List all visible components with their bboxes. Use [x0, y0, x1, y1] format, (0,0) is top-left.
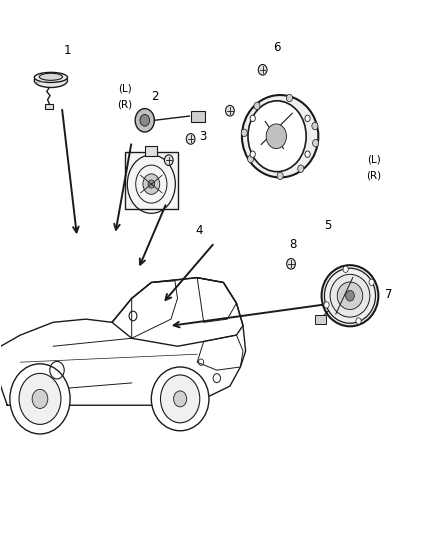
Circle shape — [241, 129, 247, 136]
Circle shape — [287, 259, 295, 269]
Circle shape — [173, 391, 187, 407]
Ellipse shape — [160, 375, 200, 423]
Text: 7: 7 — [385, 288, 392, 301]
Circle shape — [135, 109, 154, 132]
Text: (R): (R) — [117, 99, 133, 109]
Text: 6: 6 — [274, 41, 281, 54]
Circle shape — [248, 101, 306, 172]
Circle shape — [250, 151, 255, 157]
Ellipse shape — [330, 274, 370, 317]
Ellipse shape — [19, 373, 61, 424]
Text: 4: 4 — [195, 224, 202, 237]
Bar — [45, 104, 53, 109]
Ellipse shape — [10, 364, 70, 434]
Text: 2: 2 — [151, 90, 159, 103]
Circle shape — [305, 151, 310, 157]
Circle shape — [277, 172, 283, 180]
Ellipse shape — [34, 74, 67, 87]
Text: 8: 8 — [289, 238, 296, 251]
Circle shape — [140, 115, 150, 126]
Circle shape — [226, 106, 234, 116]
Circle shape — [343, 266, 348, 272]
Circle shape — [346, 290, 354, 301]
Circle shape — [250, 115, 255, 122]
Text: (L): (L) — [367, 155, 381, 165]
Circle shape — [143, 174, 160, 195]
Circle shape — [313, 140, 319, 147]
Bar — [191, 111, 205, 123]
Bar — [315, 315, 326, 324]
Ellipse shape — [151, 367, 209, 431]
Bar — [125, 152, 178, 209]
Ellipse shape — [39, 73, 63, 80]
Ellipse shape — [242, 95, 318, 177]
Circle shape — [148, 180, 155, 188]
Ellipse shape — [337, 282, 363, 310]
Text: (L): (L) — [118, 83, 132, 93]
Circle shape — [254, 102, 260, 110]
Circle shape — [369, 279, 374, 286]
Circle shape — [247, 155, 254, 163]
Circle shape — [305, 115, 310, 122]
Text: (R): (R) — [367, 171, 381, 181]
Circle shape — [286, 94, 293, 102]
Bar — [145, 146, 157, 156]
Circle shape — [356, 318, 361, 324]
Circle shape — [266, 124, 286, 149]
Circle shape — [32, 389, 48, 408]
Circle shape — [312, 122, 318, 130]
Circle shape — [164, 155, 173, 165]
Text: 1: 1 — [64, 44, 71, 56]
Circle shape — [186, 134, 195, 144]
Text: 5: 5 — [324, 219, 331, 232]
Circle shape — [258, 64, 267, 75]
Ellipse shape — [321, 265, 378, 326]
Ellipse shape — [34, 72, 67, 83]
Circle shape — [324, 302, 329, 308]
Text: 3: 3 — [199, 130, 207, 143]
Circle shape — [298, 165, 304, 172]
